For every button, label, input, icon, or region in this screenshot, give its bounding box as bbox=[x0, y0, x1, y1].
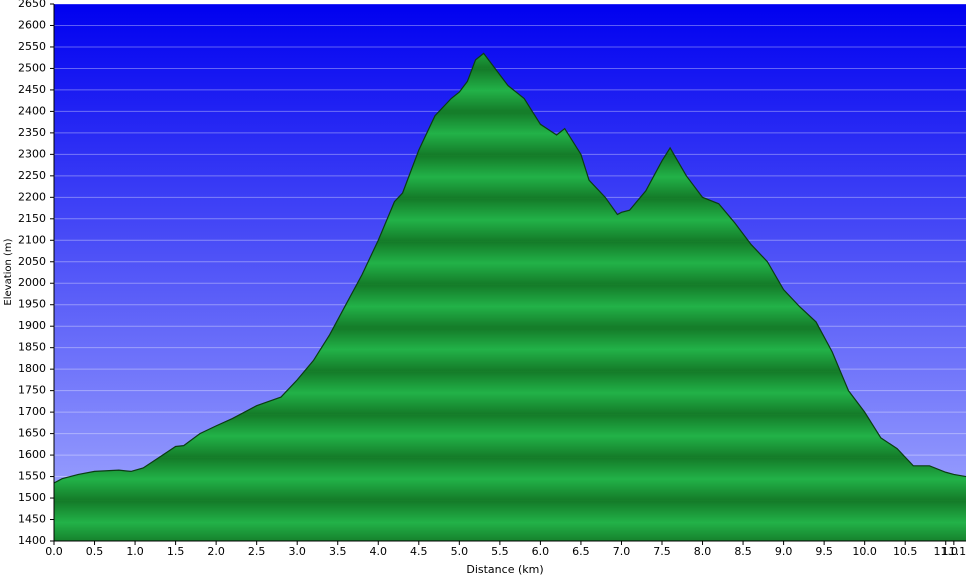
y-tick-label: 2200 bbox=[18, 190, 46, 203]
x-tick-label: 10.5 bbox=[893, 545, 918, 558]
x-tick-label: 4.0 bbox=[370, 545, 388, 558]
x-tick-label: 0.0 bbox=[45, 545, 63, 558]
y-tick-label: 1800 bbox=[18, 362, 46, 375]
y-tick-label: 1400 bbox=[18, 534, 46, 547]
y-tick-label: 1700 bbox=[18, 405, 46, 418]
x-tick-label: 2.5 bbox=[248, 545, 266, 558]
y-tick-label: 2550 bbox=[18, 40, 46, 53]
y-tick-label: 1900 bbox=[18, 319, 46, 332]
x-tick-label: 7.0 bbox=[613, 545, 631, 558]
y-tick-label: 2350 bbox=[18, 126, 46, 139]
y-tick-label: 1500 bbox=[18, 491, 46, 504]
y-tick-label: 2300 bbox=[18, 147, 46, 160]
x-tick-label: 7.5 bbox=[653, 545, 671, 558]
y-tick-label: 1600 bbox=[18, 448, 46, 461]
elevation-line bbox=[53, 52, 967, 484]
y-tick-label: 2000 bbox=[18, 276, 46, 289]
x-tick-label: 5.0 bbox=[451, 545, 469, 558]
y-tick-label: 2050 bbox=[18, 255, 46, 268]
y-tick-label: 2600 bbox=[18, 18, 46, 31]
x-tick-label: 8.5 bbox=[734, 545, 752, 558]
x-tick-label: 11.0 bbox=[933, 545, 958, 558]
y-tick-label: 1550 bbox=[18, 470, 46, 483]
x-tick-label: 6.0 bbox=[532, 545, 550, 558]
x-tick-label: 5.5 bbox=[491, 545, 509, 558]
x-tick-label: 6.5 bbox=[572, 545, 590, 558]
x-tick-label: 11.1 bbox=[942, 545, 967, 558]
x-tick-label: 8.0 bbox=[694, 545, 712, 558]
elevation-area bbox=[54, 53, 966, 542]
y-tick-label: 2500 bbox=[18, 61, 46, 74]
y-tick-label: 2150 bbox=[18, 212, 46, 225]
x-tick-label: 2.0 bbox=[207, 545, 225, 558]
y-tick-label: 2250 bbox=[18, 169, 46, 182]
y-tick-label: 2650 bbox=[18, 0, 46, 10]
y-tick-label: 1750 bbox=[18, 384, 46, 397]
x-tick-label: 9.0 bbox=[775, 545, 793, 558]
x-tick-label: 3.0 bbox=[288, 545, 306, 558]
y-tick-label: 1450 bbox=[18, 513, 46, 526]
x-axis-label: Distance (km) bbox=[466, 563, 543, 576]
x-tick-label: 0.5 bbox=[86, 545, 104, 558]
x-tick-label: 10.0 bbox=[852, 545, 877, 558]
x-tick-label: 1.5 bbox=[167, 545, 185, 558]
y-tick-label: 2400 bbox=[18, 104, 46, 117]
y-tick-label: 1950 bbox=[18, 298, 46, 311]
y-axis-label: Elevation (m) bbox=[3, 238, 14, 305]
x-tick-label: 1.0 bbox=[126, 545, 144, 558]
y-tick-label: 1850 bbox=[18, 341, 46, 354]
y-tick-label: 2450 bbox=[18, 83, 46, 96]
y-tick-label: 2100 bbox=[18, 233, 46, 246]
x-tick-label: 3.5 bbox=[329, 545, 347, 558]
x-tick-label: 9.5 bbox=[815, 545, 833, 558]
x-tick-label: 4.5 bbox=[410, 545, 428, 558]
y-tick-label: 1650 bbox=[18, 427, 46, 440]
